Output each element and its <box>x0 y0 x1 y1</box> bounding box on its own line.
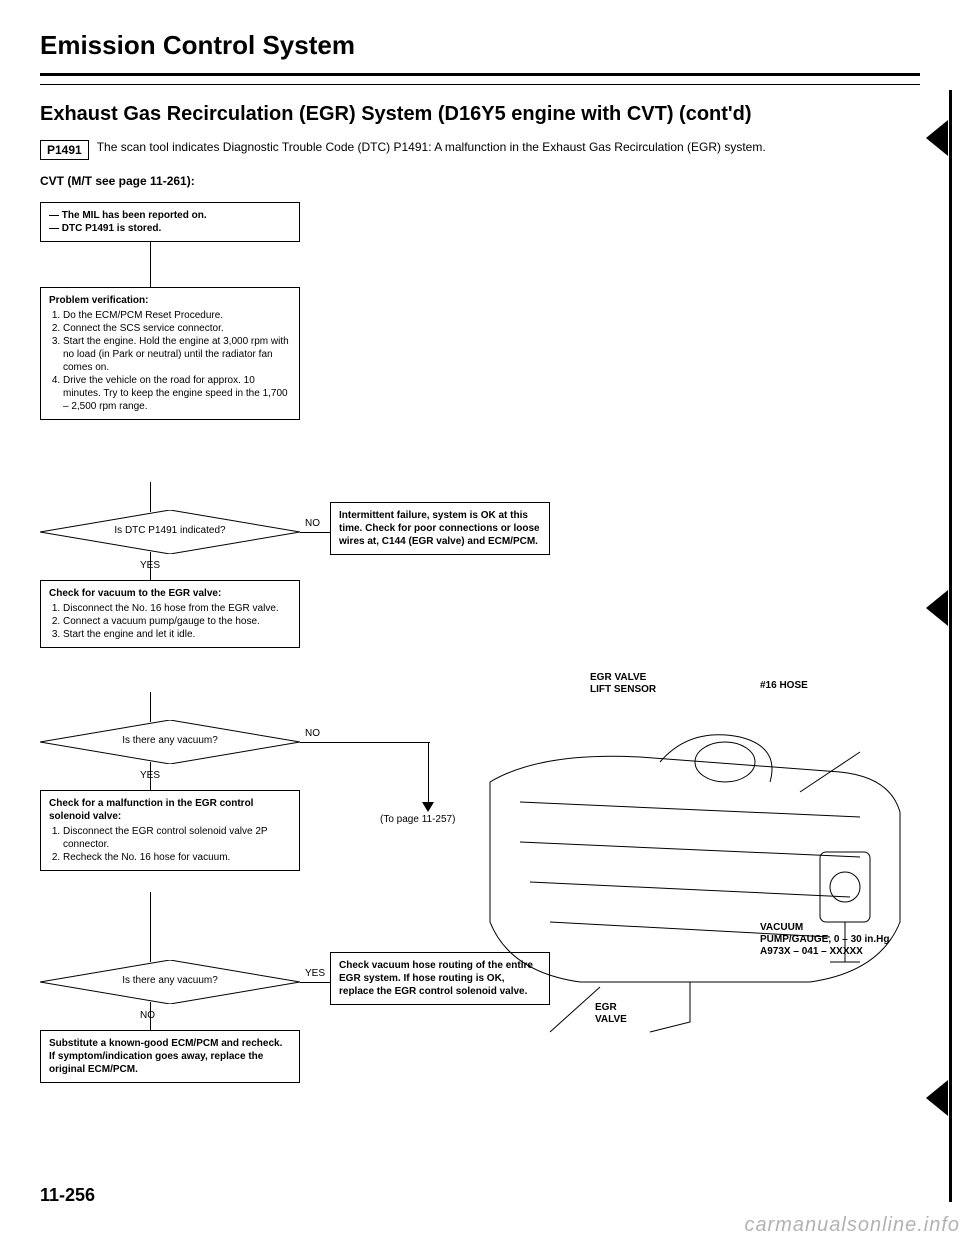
flow-step: Connect a vacuum pump/gauge to the hose. <box>63 615 291 628</box>
flow-intermittent-text: Intermittent failure, system is OK at th… <box>339 510 540 547</box>
no-label: NO <box>140 1010 155 1021</box>
flow-connector <box>150 242 151 292</box>
flow-start-box: — The MIL has been reported on. — DTC P1… <box>40 202 300 242</box>
flow-check-vac-title: Check for vacuum to the EGR valve: <box>49 588 221 599</box>
flow-check-sol-title: Check for a malfunction in the EGR contr… <box>49 798 253 822</box>
flow-connector <box>428 742 429 802</box>
flow-step: Drive the vehicle on the road for approx… <box>63 374 291 413</box>
yes-label: YES <box>140 770 160 781</box>
page-title: Emission Control System <box>40 30 920 61</box>
flow-check-vac-box: Check for vacuum to the EGR valve: Disco… <box>40 580 300 648</box>
flow-decision-3: Is there any vacuum? <box>40 960 300 1004</box>
flow-decision-1: Is DTC P1491 indicated? <box>40 510 300 554</box>
rule-thin <box>40 84 920 85</box>
flow-step: Start the engine. Hold the engine at 3,0… <box>63 335 291 374</box>
flow-verify-title: Problem verification: <box>49 295 148 306</box>
flowchart: — The MIL has been reported on. — DTC P1… <box>40 202 920 1122</box>
flow-verify-box: Problem verification: Do the ECM/PCM Res… <box>40 287 300 420</box>
flow-connector <box>300 982 330 983</box>
dtc-code-box: P1491 <box>40 140 89 160</box>
flow-verify-list: Do the ECM/PCM Reset Procedure. Connect … <box>49 309 291 413</box>
tab-marker-icon <box>926 120 948 156</box>
flow-decision-2: Is there any vacuum? <box>40 720 300 764</box>
tab-marker-icon <box>926 590 948 626</box>
engine-diagram <box>460 722 920 1052</box>
flow-decision-1-text: Is DTC P1491 indicated? <box>40 525 300 536</box>
flow-check-sol-list: Disconnect the EGR control solenoid valv… <box>49 825 291 864</box>
flow-step: Connect the SCS service connector. <box>63 322 291 335</box>
flow-check-vac-list: Disconnect the No. 16 hose from the EGR … <box>49 602 291 641</box>
flow-step: Recheck the No. 16 hose for vacuum. <box>63 851 291 864</box>
flow-step: Disconnect the EGR control solenoid valv… <box>63 825 291 851</box>
flow-check-sol-box: Check for a malfunction in the EGR contr… <box>40 790 300 871</box>
flow-connector <box>300 742 430 743</box>
flow-step: Do the ECM/PCM Reset Procedure. <box>63 309 291 322</box>
label-hose16: #16 HOSE <box>760 680 808 692</box>
yes-label: YES <box>305 968 325 979</box>
flow-step: Start the engine and let it idle. <box>63 628 291 641</box>
dtc-description: The scan tool indicates Diagnostic Troub… <box>97 140 766 154</box>
flow-decision-2-text: Is there any vacuum? <box>40 735 300 746</box>
arrow-down-icon <box>422 802 434 812</box>
yes-label: YES <box>140 560 160 571</box>
page-edge <box>949 90 952 1202</box>
label-egr-valve: EGR VALVE <box>595 1002 627 1026</box>
flow-step: Disconnect the No. 16 hose from the EGR … <box>63 602 291 615</box>
watermark: carmanualsonline.info <box>744 1214 960 1237</box>
cvt-note: CVT (M/T see page 11-261): <box>40 174 920 188</box>
tab-marker-icon <box>926 1080 948 1116</box>
rule-thick <box>40 73 920 76</box>
to-page-ref: (To page 11-257) <box>380 814 455 825</box>
no-label: NO <box>305 518 320 529</box>
flow-connector <box>150 892 151 962</box>
flow-connector <box>150 482 151 512</box>
section-title: Exhaust Gas Recirculation (EGR) System (… <box>40 103 920 126</box>
label-vacuum-pump: VACUUM PUMP/GAUGE, 0 – 30 in.Hg A973X – … <box>760 922 889 958</box>
flow-connector <box>150 692 151 722</box>
flow-connector <box>300 532 330 533</box>
flow-substitute-text: Substitute a known-good ECM/PCM and rech… <box>49 1038 282 1075</box>
page-number: 11-256 <box>40 1185 95 1206</box>
dtc-indicator: P1491 The scan tool indicates Diagnostic… <box>40 140 920 160</box>
flow-intermittent-box: Intermittent failure, system is OK at th… <box>330 502 550 555</box>
no-label: NO <box>305 728 320 739</box>
flow-start-text: — The MIL has been reported on. — DTC P1… <box>49 210 207 234</box>
flow-substitute-box: Substitute a known-good ECM/PCM and rech… <box>40 1030 300 1083</box>
label-lift-sensor: EGR VALVE LIFT SENSOR <box>590 672 656 696</box>
flow-decision-3-text: Is there any vacuum? <box>40 975 300 986</box>
